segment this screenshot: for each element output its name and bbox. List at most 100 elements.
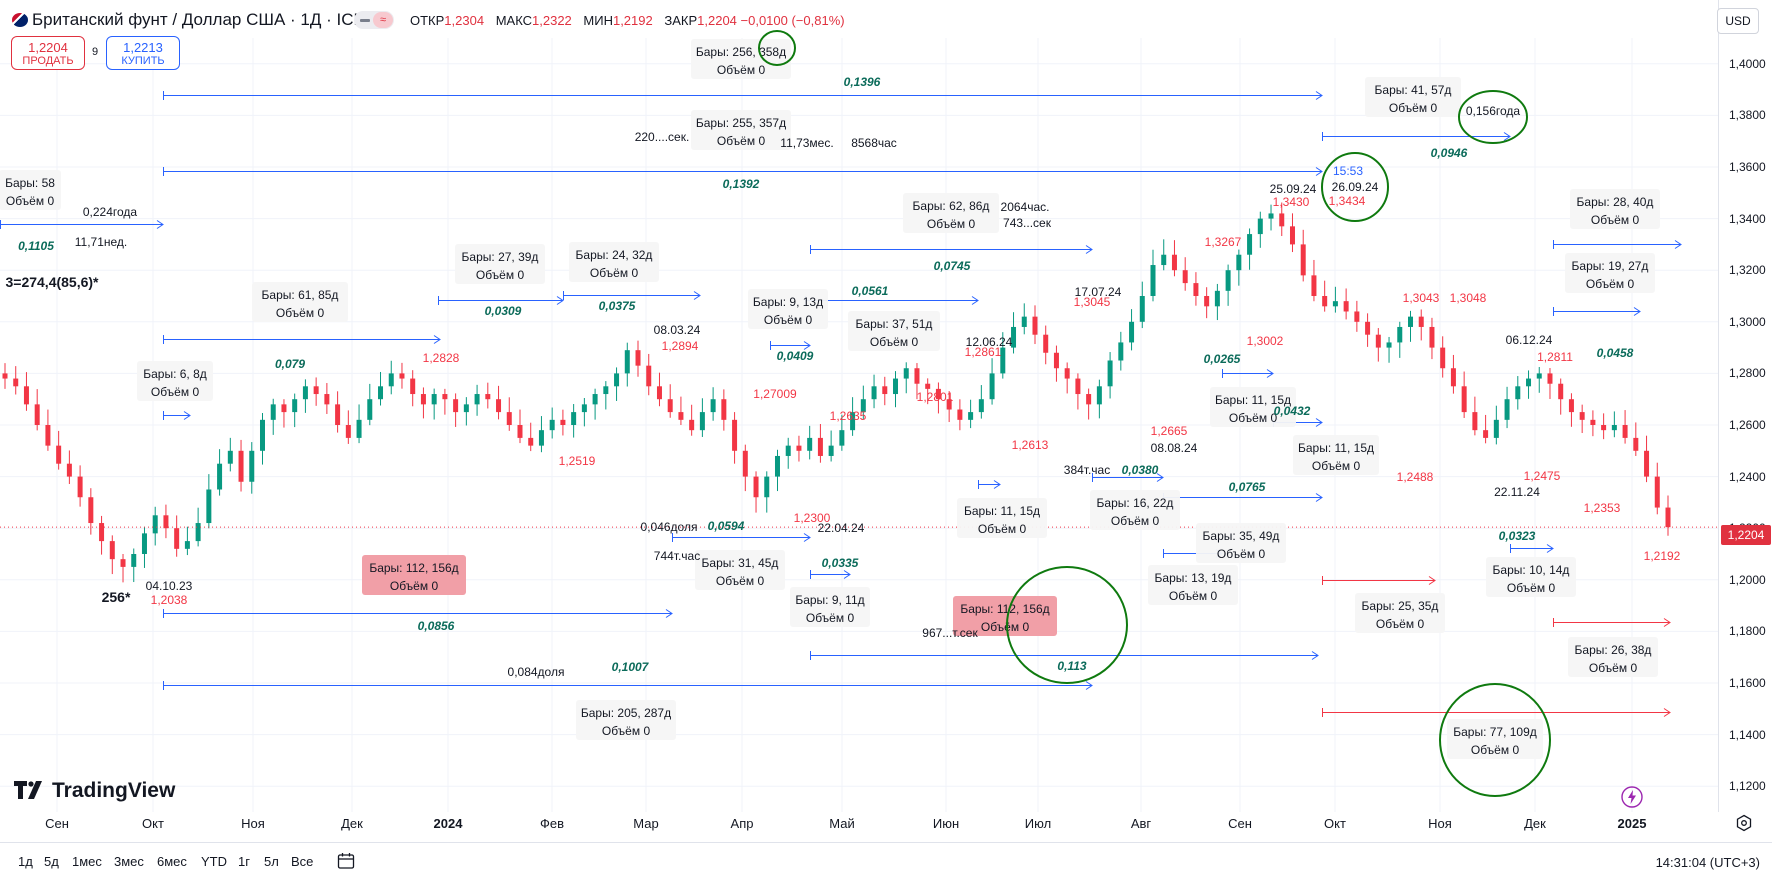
price-label: 1,3043 <box>1403 291 1440 305</box>
price-chart[interactable]: Бары: 256, 358д Объём 0 Бары: 41, 57д Объём… <box>0 0 1720 812</box>
price-label: 1,2475 <box>1524 469 1561 483</box>
date-label: 17.07.24 <box>1075 285 1122 299</box>
clock[interactable]: 14:31:04 (UTC+3) <box>1655 855 1760 870</box>
stats-box-volume: Объём 0 <box>151 385 200 399</box>
x-tick-label: Окт <box>1324 816 1346 831</box>
delta-label: 0,0856 <box>418 619 455 633</box>
measure-arrowhead <box>843 570 851 579</box>
candle-body <box>957 409 963 420</box>
price-label: 1,2488 <box>1397 470 1434 484</box>
stats-box-bars: Бары: 112, 156д <box>960 602 1049 616</box>
stats-box-bars: Бары: 13, 19д <box>1155 571 1232 585</box>
candle-body <box>163 515 169 529</box>
price-label: 1,2828 <box>423 351 460 365</box>
measure-arrowhead <box>1674 240 1682 249</box>
sell-button[interactable]: 1,2204 ПРОДАТЬ <box>11 36 85 70</box>
range-1m[interactable]: 1мес <box>72 854 102 869</box>
x-tick-label: Дек <box>341 816 363 831</box>
stats-box-bars: Бары: 58 <box>5 176 55 190</box>
candle-body <box>1547 373 1553 384</box>
highlight-circle <box>1006 566 1128 684</box>
stats-box: Бары: 25, 35д Объём 0 <box>1355 593 1445 633</box>
price-label: 1,2353 <box>1584 501 1621 515</box>
stats-box-bars: Бары: 31, 45д <box>702 556 779 570</box>
stats-box: Бары: 9, 13д Объём 0 <box>748 289 828 329</box>
candle-body <box>1622 425 1628 438</box>
candle-body <box>13 378 19 387</box>
range-3m[interactable]: 3мес <box>114 854 144 869</box>
candle-body <box>1171 254 1177 271</box>
stats-box: Бары: 19, 27д Объём 0 <box>1565 253 1655 293</box>
candle-body <box>2 373 8 379</box>
price-label: 1,2635 <box>830 409 867 423</box>
measure-arrowhead <box>1156 473 1164 482</box>
candle-body <box>1365 321 1371 335</box>
y-tick-label: 1,3800 <box>1729 108 1766 123</box>
stats-box-bars: Бары: 9, 13д <box>753 295 823 309</box>
y-tick-label: 1,1200 <box>1729 779 1766 794</box>
symbol-title[interactable]: Британский фунт / Доллар США · 1Д · ICE <box>32 10 365 29</box>
stats-box: Бары: 256, 358д Объём 0 <box>691 39 791 79</box>
x-tick-label: Мар <box>633 816 659 831</box>
measure-arrowhead <box>556 296 564 305</box>
settings-icon[interactable] <box>1735 814 1753 832</box>
candle-body <box>1021 316 1027 327</box>
delta-label: 0,0380 <box>1122 463 1159 477</box>
measure-text: 8568час <box>851 136 897 150</box>
candle-body <box>603 386 609 395</box>
candle-body <box>356 419 362 438</box>
candle-body <box>1354 311 1360 322</box>
candle-body <box>45 425 51 446</box>
buy-button[interactable]: 1,2213 КУПИТЬ <box>106 36 180 70</box>
highlight-circle <box>1458 90 1528 144</box>
candle-body <box>1515 386 1521 400</box>
range-ytd[interactable]: YTD <box>201 854 227 869</box>
y-tick-label: 1,1600 <box>1729 676 1766 690</box>
price-axis[interactable]: 1,4000 1,3800 1,3600 1,3400 1,3200 1,3000 1,28… <box>1719 38 1772 818</box>
candle-body <box>1139 296 1145 322</box>
range-6m[interactable]: 6мес <box>157 854 187 869</box>
calendar-icon[interactable] <box>337 852 355 870</box>
currency-button[interactable]: USD <box>1717 8 1759 34</box>
stats-box-bg <box>1565 253 1655 293</box>
candle-body <box>710 399 716 413</box>
x-tick-label: 2025 <box>1617 816 1647 831</box>
delta-label: 0,0335 <box>822 556 859 570</box>
candle-body <box>66 463 72 477</box>
date-label: 06.12.24 <box>1506 333 1553 347</box>
candle-body <box>1429 326 1435 348</box>
bolt-icon[interactable] <box>1621 786 1643 808</box>
candle-body <box>463 404 469 413</box>
stats-box-volume: Объём 0 <box>1217 547 1266 561</box>
candle-body <box>292 399 298 413</box>
stats-box-bars: Бары: 112, 156д <box>369 561 458 575</box>
range-1d[interactable]: 1д <box>18 854 33 869</box>
stats-box-bars: Бары: 19, 27д <box>1572 259 1649 273</box>
range-1y[interactable]: 1г <box>238 854 250 869</box>
candle-body <box>893 378 899 395</box>
x-tick-label: 2024 <box>433 816 463 831</box>
stats-box-bars: Бары: 205, 287д <box>581 706 671 720</box>
close-label: ЗАКР <box>664 13 698 28</box>
stats-box-bg <box>1293 435 1379 475</box>
stats-box: Бары: 13, 19д Объём 0 <box>1148 565 1238 605</box>
range-all[interactable]: Все <box>291 854 314 869</box>
range-5y[interactable]: 5л <box>264 854 279 869</box>
stats-box-bars: Бары: 9, 11д <box>795 593 864 607</box>
stats-box-bars: Бары: 35, 49д <box>1203 529 1280 543</box>
candle-body <box>1601 425 1607 431</box>
stats-box-bg <box>1447 719 1543 759</box>
candle-body <box>1644 450 1650 477</box>
chart-mode-toggle[interactable]: ≈ <box>354 11 394 29</box>
measure-arrowhead <box>1663 618 1671 627</box>
stats-box-volume: Объём 0 <box>717 63 766 77</box>
candle-body <box>506 412 512 425</box>
candle-body <box>34 404 40 425</box>
candle-body <box>1075 378 1081 395</box>
date-label: 22.04.24 <box>818 521 865 535</box>
measure-arrowhead <box>1085 681 1093 690</box>
time-axis[interactable]: Сен Окт Ноя Дек 2024 Фев Мар Апр Май Июн Июл Авг Сен… <box>0 812 1720 836</box>
candle-body <box>206 489 212 524</box>
range-5d[interactable]: 5д <box>44 854 59 869</box>
stats-box-volume: Объём 0 <box>476 268 525 282</box>
